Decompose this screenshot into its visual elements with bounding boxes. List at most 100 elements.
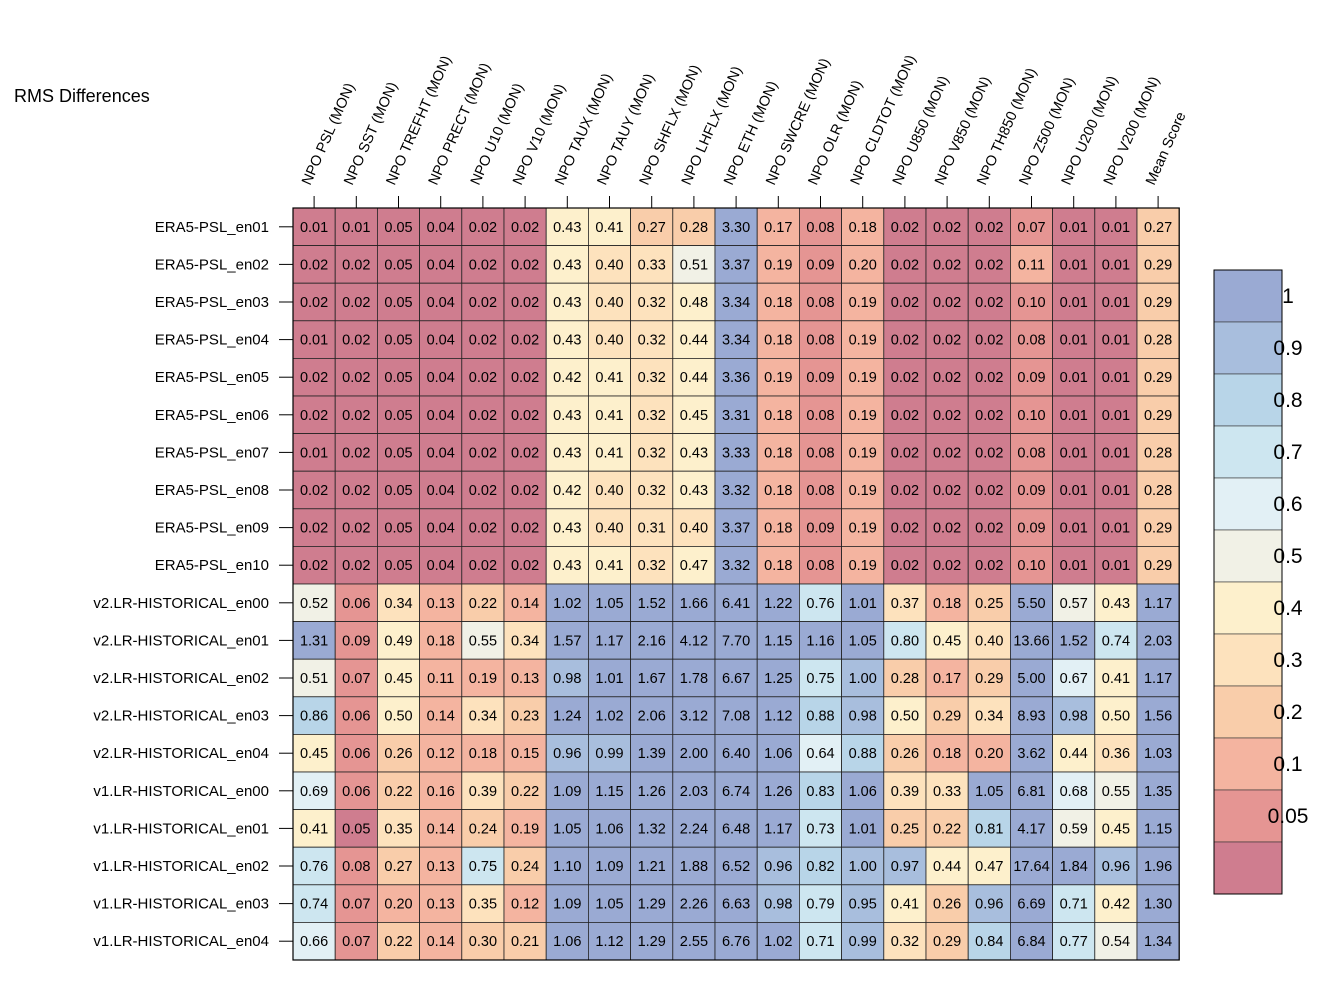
cell-value-label: 0.19: [764, 257, 792, 273]
cell-value-label: 0.83: [806, 784, 834, 800]
heatmap-cell: [1010, 696, 1054, 735]
colorbar-tick-label: 0.9: [1273, 337, 1302, 360]
cell-value-label: 0.32: [638, 483, 666, 499]
cell-value-label: 6.84: [1017, 934, 1045, 950]
heatmap-cell: [967, 207, 1011, 246]
heatmap-cell: [1136, 207, 1180, 246]
heatmap-cell: [419, 922, 463, 961]
heatmap-cell: [1136, 771, 1180, 810]
cell-value-label: 0.67: [1060, 671, 1088, 687]
cell-value-label: 0.05: [384, 445, 412, 461]
cell-value-label: 0.01: [1060, 408, 1088, 424]
heatmap-cell: [841, 771, 885, 810]
heatmap-cell: [1052, 884, 1096, 923]
cell-value-label: 1.15: [1144, 821, 1172, 837]
heatmap-cell: [419, 621, 463, 660]
cell-value-label: 0.40: [595, 295, 623, 311]
colorbar-segment: [1213, 581, 1283, 635]
cell-value-label: 0.76: [806, 596, 834, 612]
cell-value-label: 0.01: [1102, 295, 1130, 311]
cell-value-label: 0.43: [553, 220, 581, 236]
heatmap-cell: [292, 583, 336, 622]
heatmap-cell: [588, 508, 632, 547]
cell-value-label: 1.05: [849, 633, 877, 649]
cell-value-label: 0.96: [975, 897, 1003, 913]
heatmap-cell: [799, 357, 843, 397]
colorbar-segment: [1213, 425, 1283, 479]
cell-value-label: 0.79: [806, 897, 834, 913]
cell-value-label: 0.31: [638, 521, 666, 537]
cell-value-label: 0.51: [680, 257, 708, 273]
cell-value-label: 0.30: [469, 934, 497, 950]
heatmap-cell: [545, 922, 589, 961]
heatmap-cell: [714, 696, 758, 735]
cell-value-label: 1.17: [595, 633, 623, 649]
cell-value-label: 0.02: [469, 408, 497, 424]
heatmap-cell: [883, 470, 927, 510]
cell-value-label: 0.13: [427, 897, 455, 913]
cell-value-label: 0.19: [849, 370, 877, 386]
cell-value-label: 0.50: [891, 709, 919, 725]
cell-value-label: 0.09: [342, 633, 370, 649]
cell-value-label: 0.57: [1060, 596, 1088, 612]
heatmap-cell: [883, 245, 927, 284]
cell-value-label: 3.62: [1017, 746, 1045, 762]
cell-value-label: 0.99: [595, 746, 623, 762]
cell-value-label: 0.05: [384, 295, 412, 311]
cell-value-label: 0.18: [469, 746, 497, 762]
cell-value-label: 0.20: [384, 897, 412, 913]
colorbar-tick-label: 1: [1282, 285, 1294, 308]
heatmap-cell: [334, 922, 378, 961]
heatmap-cell: [925, 922, 969, 961]
colorbar-segment: [1213, 633, 1283, 687]
cell-value-label: 0.41: [300, 821, 328, 837]
heatmap-cell: [334, 583, 378, 622]
heatmap-cell: [503, 320, 547, 359]
heatmap-cell: [376, 320, 420, 359]
row-label: ERA5-PSL_en08: [155, 482, 269, 499]
cell-value-label: 2.26: [680, 897, 708, 913]
cell-value-label: 0.18: [764, 483, 792, 499]
heatmap-cell: [925, 245, 969, 284]
heatmap-cell: [883, 809, 927, 848]
heatmap-cell: [672, 922, 716, 961]
heatmap-cell: [630, 320, 674, 359]
cell-value-label: 0.07: [1017, 220, 1045, 236]
heatmap-cell: [883, 320, 927, 359]
heatmap-cell: [672, 470, 716, 510]
cell-value-label: 0.01: [1102, 257, 1130, 273]
cell-value-label: 0.40: [595, 257, 623, 273]
heatmap-cell: [1136, 357, 1180, 397]
heatmap-cell: [883, 621, 927, 660]
row-label: ERA5-PSL_en03: [155, 294, 269, 311]
cell-value-label: 0.96: [1102, 859, 1130, 875]
heatmap-cell: [588, 207, 632, 246]
cell-value-label: 0.13: [427, 596, 455, 612]
cell-value-label: 0.02: [511, 483, 539, 499]
heatmap-cell: [841, 508, 885, 547]
cell-value-label: 0.04: [427, 333, 455, 349]
cell-value-label: 0.07: [342, 897, 370, 913]
cell-value-label: 6.81: [1017, 784, 1045, 800]
heatmap-cell: [925, 207, 969, 246]
cell-value-label: 0.14: [511, 596, 539, 612]
cell-value-label: 0.01: [1060, 220, 1088, 236]
cell-value-label: 0.28: [1144, 483, 1172, 499]
cell-value-label: 3.31: [722, 408, 750, 424]
cell-value-label: 0.06: [342, 709, 370, 725]
heatmap-cell: [461, 922, 505, 961]
cell-value-label: 0.19: [469, 671, 497, 687]
colorbar-segment: [1213, 841, 1283, 895]
heatmap-cell: [461, 470, 505, 510]
heatmap-cell: [545, 884, 589, 923]
cell-value-label: 0.02: [891, 558, 919, 574]
cell-value-label: 3.33: [722, 445, 750, 461]
cell-value-label: 0.27: [1144, 220, 1172, 236]
cell-value-label: 0.32: [638, 445, 666, 461]
heatmap-cell: [1136, 320, 1180, 359]
cell-value-label: 0.69: [300, 784, 328, 800]
colorbar-tick-label: 0.2: [1273, 701, 1302, 724]
heatmap-cell: [376, 395, 420, 434]
cell-value-label: 0.29: [1144, 408, 1172, 424]
colorbar-tick-label: 0.3: [1273, 649, 1302, 672]
